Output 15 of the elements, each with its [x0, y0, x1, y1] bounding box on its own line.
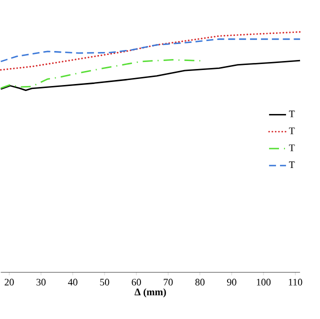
x-tick-label: 110 [288, 278, 302, 286]
legend-label: T [289, 128, 295, 134]
x-axis-title: Δ (mm) [134, 288, 166, 298]
x-tick-label: 50 [100, 278, 110, 286]
legend-label: T [289, 110, 295, 118]
x-tick-label: 100 [256, 278, 271, 286]
x-tick-label: 60 [132, 278, 141, 286]
x-tick-label: 90 [227, 278, 236, 286]
x-tick-label: 20 [4, 278, 14, 286]
x-tick-label: 30 [36, 278, 46, 286]
x-tick-label: 40 [68, 278, 78, 286]
legend-label: T [289, 161, 295, 168]
legend-label: T [289, 144, 295, 151]
x-tick-label: 70 [164, 278, 173, 286]
x-tick-label: 80 [195, 278, 205, 286]
